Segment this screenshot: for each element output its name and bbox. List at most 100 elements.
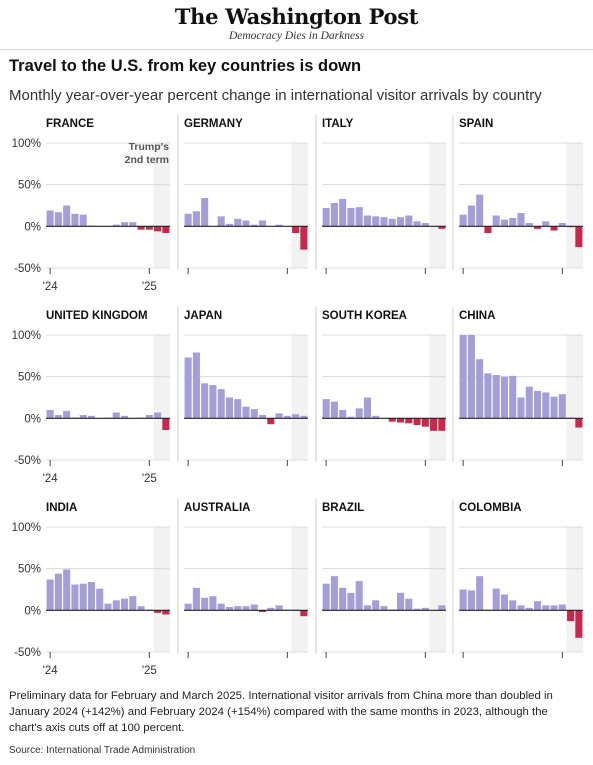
bar-india: [46, 579, 54, 611]
bar-china: [517, 397, 525, 419]
bar-japan: [242, 406, 250, 419]
bar-italy: [355, 207, 363, 227]
bar-colombia: [525, 607, 533, 611]
bar-united-kingdom: [112, 412, 120, 419]
bar-united-kingdom: [79, 415, 87, 419]
bar-germany: [217, 216, 225, 227]
panel-title-india: INDIA: [46, 502, 77, 514]
bar-china: [500, 376, 508, 419]
chart-source: Source: International Trade Administrati…: [9, 745, 196, 756]
bar-india: [96, 588, 104, 611]
shaded-period-band: [153, 143, 170, 268]
bar-australia: [184, 603, 192, 611]
shaded-period-band: [429, 527, 446, 652]
bar-south-korea: [421, 418, 429, 427]
bar-colombia: [558, 604, 566, 611]
bar-france: [46, 210, 54, 227]
chart-headline: Travel to the U.S. from key countries is…: [9, 57, 362, 75]
bar-china: [509, 375, 517, 419]
bar-france: [154, 226, 162, 232]
bar-south-korea: [430, 418, 438, 431]
bar-italy: [397, 217, 405, 227]
bar-colombia: [550, 605, 558, 611]
bar-south-korea: [355, 408, 363, 419]
bar-brazil: [330, 576, 338, 611]
bar-france: [145, 226, 153, 230]
bar-colombia: [492, 588, 500, 611]
bar-india: [162, 610, 170, 615]
bar-china: [542, 392, 550, 419]
shaded-period-band: [429, 335, 446, 460]
bar-india: [87, 582, 95, 611]
bar-south-korea: [363, 397, 371, 419]
bar-japan: [217, 389, 225, 419]
panel-title-italy: ITALY: [322, 118, 354, 130]
bar-united-kingdom: [154, 412, 162, 419]
shaded-period-band: [153, 527, 170, 652]
bar-south-korea: [347, 416, 355, 419]
panel-title-australia: AUSTRALIA: [184, 502, 250, 514]
bar-india: [129, 596, 137, 611]
bar-italy: [372, 216, 380, 227]
bar-france: [79, 214, 87, 227]
shaded-period-band: [566, 335, 583, 460]
bar-australia: [209, 596, 217, 611]
bar-spain: [459, 214, 467, 227]
y-tick-label: -50%: [14, 263, 41, 275]
bar-italy: [388, 218, 396, 227]
x-tick-label: '24: [43, 473, 59, 485]
bar-australia: [250, 604, 258, 611]
x-tick-label: '25: [142, 473, 157, 485]
bar-germany: [201, 198, 209, 227]
bar-australia: [275, 605, 283, 611]
bar-colombia: [517, 605, 525, 611]
bar-australia: [242, 606, 250, 611]
bar-australia: [259, 610, 267, 612]
bar-spain: [534, 226, 542, 229]
bar-germany: [242, 220, 250, 227]
bar-china: [558, 394, 566, 419]
y-tick-label: 50%: [18, 180, 41, 192]
bar-india: [79, 583, 87, 611]
bar-colombia: [534, 601, 542, 611]
bar-brazil: [413, 608, 421, 611]
bar-india: [63, 569, 71, 611]
y-tick-label: 100%: [12, 330, 41, 342]
bar-germany: [275, 224, 283, 227]
bar-italy: [339, 198, 347, 227]
bar-italy: [347, 208, 355, 227]
bar-india: [154, 610, 162, 613]
bar-germany: [259, 220, 267, 227]
bar-spain: [550, 226, 558, 231]
bar-india: [54, 573, 62, 611]
bar-japan: [234, 399, 242, 419]
shaded-period-band: [291, 335, 308, 460]
bar-brazil: [380, 606, 388, 611]
bar-south-korea: [372, 415, 380, 419]
masthead: The Washington Post Democracy Dies in Da…: [0, 4, 593, 43]
y-tick-label: 0%: [24, 605, 41, 617]
y-tick-label: 0%: [24, 221, 41, 233]
bar-germany: [292, 226, 300, 233]
bar-south-korea: [322, 399, 330, 419]
bar-germany: [184, 213, 192, 227]
bar-japan: [267, 418, 275, 425]
bar-france: [162, 226, 170, 233]
bar-italy: [380, 217, 388, 227]
bar-japan: [192, 352, 200, 419]
bar-china: [575, 418, 583, 428]
bar-united-kingdom: [162, 418, 170, 430]
bar-italy: [330, 203, 338, 227]
bar-france: [129, 222, 137, 227]
bar-germany: [300, 226, 308, 250]
bar-spain: [492, 215, 500, 227]
bar-brazil: [405, 598, 413, 611]
bar-spain: [575, 226, 583, 248]
y-tick-label: 50%: [18, 372, 41, 384]
bar-australia: [234, 606, 242, 611]
panel-title-spain: SPAIN: [459, 118, 493, 130]
bar-spain: [525, 223, 533, 227]
bar-spain: [509, 218, 517, 227]
bar-australia: [300, 610, 308, 617]
